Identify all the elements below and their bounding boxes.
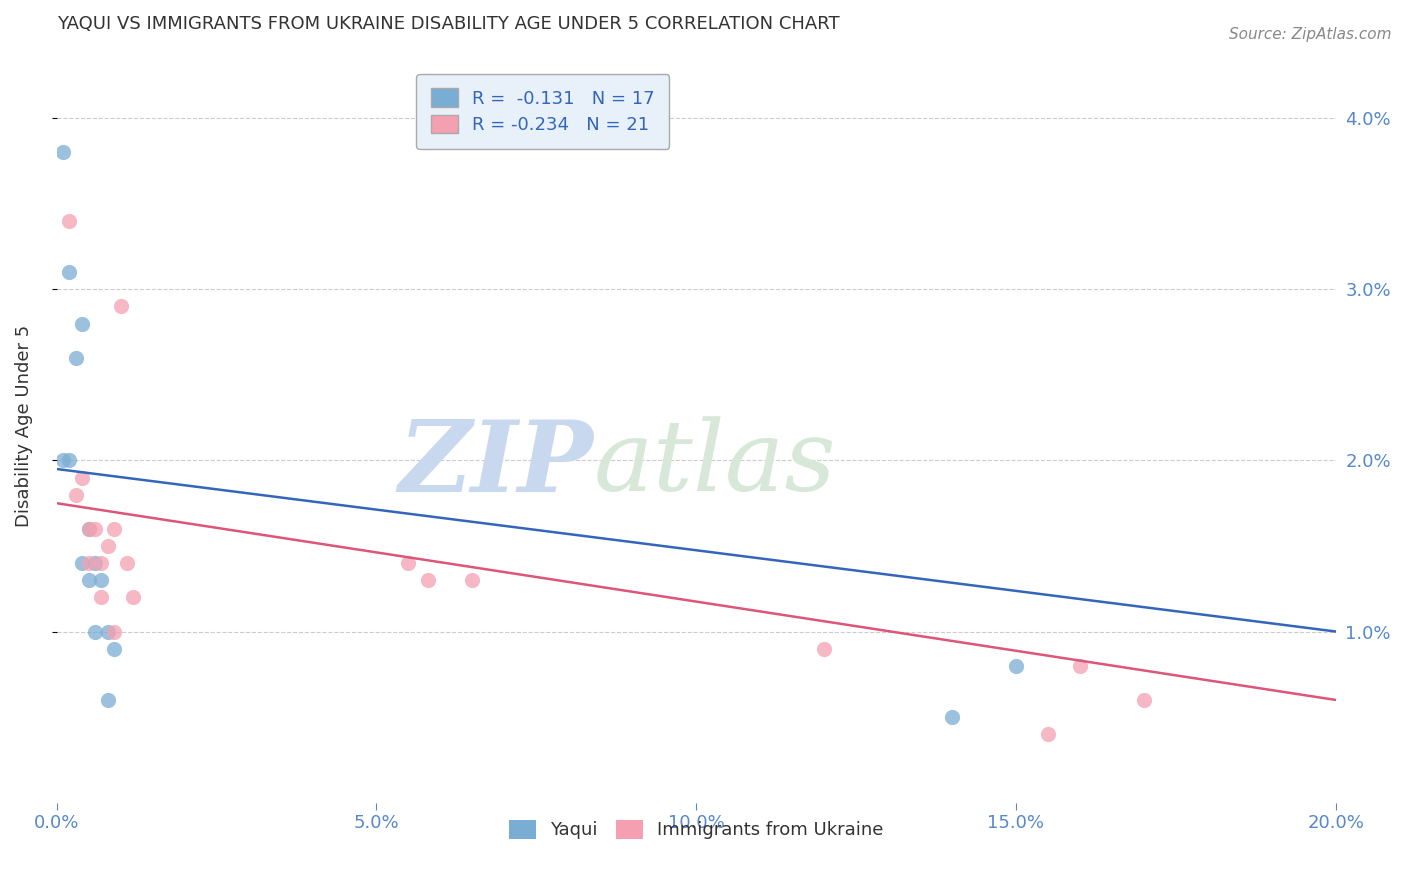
Point — [90, 556, 112, 570]
Point — [461, 573, 484, 587]
Point — [77, 573, 100, 587]
Point — [70, 556, 93, 570]
Point — [396, 556, 419, 570]
Point — [70, 317, 93, 331]
Point — [65, 351, 87, 365]
Text: Source: ZipAtlas.com: Source: ZipAtlas.com — [1229, 27, 1392, 42]
Point — [103, 624, 125, 639]
Legend: R =  -0.131   N = 17, R = -0.234   N = 21: R = -0.131 N = 17, R = -0.234 N = 21 — [416, 74, 669, 149]
Point — [90, 573, 112, 587]
Point — [115, 556, 138, 570]
Point — [84, 556, 107, 570]
Point — [77, 522, 100, 536]
Point — [103, 641, 125, 656]
Point — [58, 265, 80, 279]
Point — [813, 641, 835, 656]
Point — [1005, 658, 1028, 673]
Point — [52, 145, 75, 160]
Point — [77, 522, 100, 536]
Point — [1069, 658, 1091, 673]
Point — [58, 453, 80, 467]
Point — [122, 591, 145, 605]
Point — [70, 470, 93, 484]
Point — [77, 556, 100, 570]
Point — [416, 573, 439, 587]
Point — [58, 214, 80, 228]
Point — [1133, 693, 1156, 707]
Point — [84, 624, 107, 639]
Point — [90, 591, 112, 605]
Point — [941, 710, 963, 724]
Point — [1036, 727, 1059, 741]
Point — [52, 453, 75, 467]
Point — [103, 522, 125, 536]
Point — [84, 522, 107, 536]
Point — [97, 539, 120, 553]
Point — [97, 624, 120, 639]
Point — [110, 300, 132, 314]
Point — [97, 693, 120, 707]
Point — [65, 488, 87, 502]
Text: atlas: atlas — [593, 417, 837, 511]
Text: ZIP: ZIP — [399, 416, 593, 512]
Text: YAQUI VS IMMIGRANTS FROM UKRAINE DISABILITY AGE UNDER 5 CORRELATION CHART: YAQUI VS IMMIGRANTS FROM UKRAINE DISABIL… — [56, 15, 839, 33]
Y-axis label: Disability Age Under 5: Disability Age Under 5 — [15, 325, 32, 527]
